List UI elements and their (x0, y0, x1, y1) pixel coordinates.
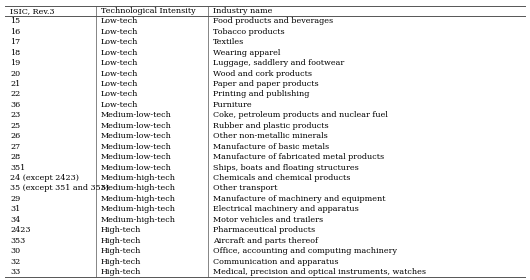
Text: Low-tech: Low-tech (101, 38, 138, 46)
Text: 35 (except 351 and 353): 35 (except 351 and 353) (10, 185, 109, 192)
Text: Low-tech: Low-tech (101, 80, 138, 88)
Text: Medium-low-tech: Medium-low-tech (101, 111, 172, 119)
Text: Communication and apparatus: Communication and apparatus (213, 258, 338, 265)
Text: Aircraft and parts thereof: Aircraft and parts thereof (213, 237, 317, 245)
Text: Low-tech: Low-tech (101, 101, 138, 109)
Text: Electrical machinery and apparatus: Electrical machinery and apparatus (213, 205, 358, 213)
Text: High-tech: High-tech (101, 237, 142, 245)
Text: Medium-high-tech: Medium-high-tech (101, 195, 176, 203)
Text: 17: 17 (10, 38, 20, 46)
Text: Rubber and plastic products: Rubber and plastic products (213, 122, 328, 130)
Text: 25: 25 (10, 122, 20, 130)
Text: 15: 15 (10, 17, 20, 25)
Text: Medium-low-tech: Medium-low-tech (101, 132, 172, 140)
Text: 23: 23 (10, 111, 20, 119)
Text: 353: 353 (10, 237, 25, 245)
Text: High-tech: High-tech (101, 226, 142, 234)
Text: Other non-metallic minerals: Other non-metallic minerals (213, 132, 328, 140)
Text: Medium-high-tech: Medium-high-tech (101, 216, 176, 224)
Text: ISIC, Rev.3: ISIC, Rev.3 (10, 7, 55, 15)
Text: High-tech: High-tech (101, 247, 142, 255)
Text: 32: 32 (10, 258, 20, 265)
Text: 29: 29 (10, 195, 20, 203)
Text: Medium-high-tech: Medium-high-tech (101, 174, 176, 182)
Text: 18: 18 (10, 49, 20, 57)
Text: 21: 21 (10, 80, 20, 88)
Text: Luggage, saddlery and footwear: Luggage, saddlery and footwear (213, 59, 344, 67)
Text: High-tech: High-tech (101, 268, 142, 276)
Text: Technological Intensity: Technological Intensity (101, 7, 196, 15)
Text: Paper and paper products: Paper and paper products (213, 80, 318, 88)
Text: Industry name: Industry name (213, 7, 272, 15)
Text: Medium-low-tech: Medium-low-tech (101, 143, 172, 151)
Text: Textiles: Textiles (213, 38, 244, 46)
Text: Low-tech: Low-tech (101, 28, 138, 36)
Text: High-tech: High-tech (101, 258, 142, 265)
Text: Motor vehicles and trailers: Motor vehicles and trailers (213, 216, 323, 224)
Text: Low-tech: Low-tech (101, 69, 138, 78)
Text: Low-tech: Low-tech (101, 59, 138, 67)
Text: Wearing apparel: Wearing apparel (213, 49, 280, 57)
Text: Medical, precision and optical instruments, watches: Medical, precision and optical instrumen… (213, 268, 426, 276)
Text: Pharmaceutical products: Pharmaceutical products (213, 226, 315, 234)
Text: 33: 33 (10, 268, 20, 276)
Text: Ships, boats and floating structures: Ships, boats and floating structures (213, 164, 358, 172)
Text: 31: 31 (10, 205, 20, 213)
Text: 30: 30 (10, 247, 20, 255)
Text: Medium-high-tech: Medium-high-tech (101, 205, 176, 213)
Text: 22: 22 (10, 90, 20, 98)
Text: 26: 26 (10, 132, 20, 140)
Text: Medium-high-tech: Medium-high-tech (101, 185, 176, 192)
Text: Medium-low-tech: Medium-low-tech (101, 153, 172, 161)
Text: Chemicals and chemical products: Chemicals and chemical products (213, 174, 350, 182)
Text: 19: 19 (10, 59, 20, 67)
Text: Wood and cork products: Wood and cork products (213, 69, 312, 78)
Text: 34: 34 (10, 216, 20, 224)
Text: Low-tech: Low-tech (101, 49, 138, 57)
Text: 2423: 2423 (10, 226, 31, 234)
Text: Medium-low-tech: Medium-low-tech (101, 164, 172, 172)
Text: Food products and beverages: Food products and beverages (213, 17, 333, 25)
Text: 20: 20 (10, 69, 20, 78)
Text: 28: 28 (10, 153, 20, 161)
Text: Tobacco products: Tobacco products (213, 28, 284, 36)
Text: Low-tech: Low-tech (101, 90, 138, 98)
Text: 27: 27 (10, 143, 20, 151)
Text: 36: 36 (10, 101, 20, 109)
Text: Manufacture of fabricated metal products: Manufacture of fabricated metal products (213, 153, 384, 161)
Text: Coke, petroleum products and nuclear fuel: Coke, petroleum products and nuclear fue… (213, 111, 387, 119)
Text: Manufacture of machinery and equipment: Manufacture of machinery and equipment (213, 195, 385, 203)
Text: Low-tech: Low-tech (101, 17, 138, 25)
Text: Office, accounting and computing machinery: Office, accounting and computing machine… (213, 247, 396, 255)
Text: Medium-low-tech: Medium-low-tech (101, 122, 172, 130)
Text: 351: 351 (10, 164, 25, 172)
Text: Manufacture of basic metals: Manufacture of basic metals (213, 143, 329, 151)
Text: Furniture: Furniture (213, 101, 252, 109)
Text: Printing and publishing: Printing and publishing (213, 90, 309, 98)
Text: 24 (except 2423): 24 (except 2423) (10, 174, 79, 182)
Text: 16: 16 (10, 28, 20, 36)
Text: Other transport: Other transport (213, 185, 277, 192)
